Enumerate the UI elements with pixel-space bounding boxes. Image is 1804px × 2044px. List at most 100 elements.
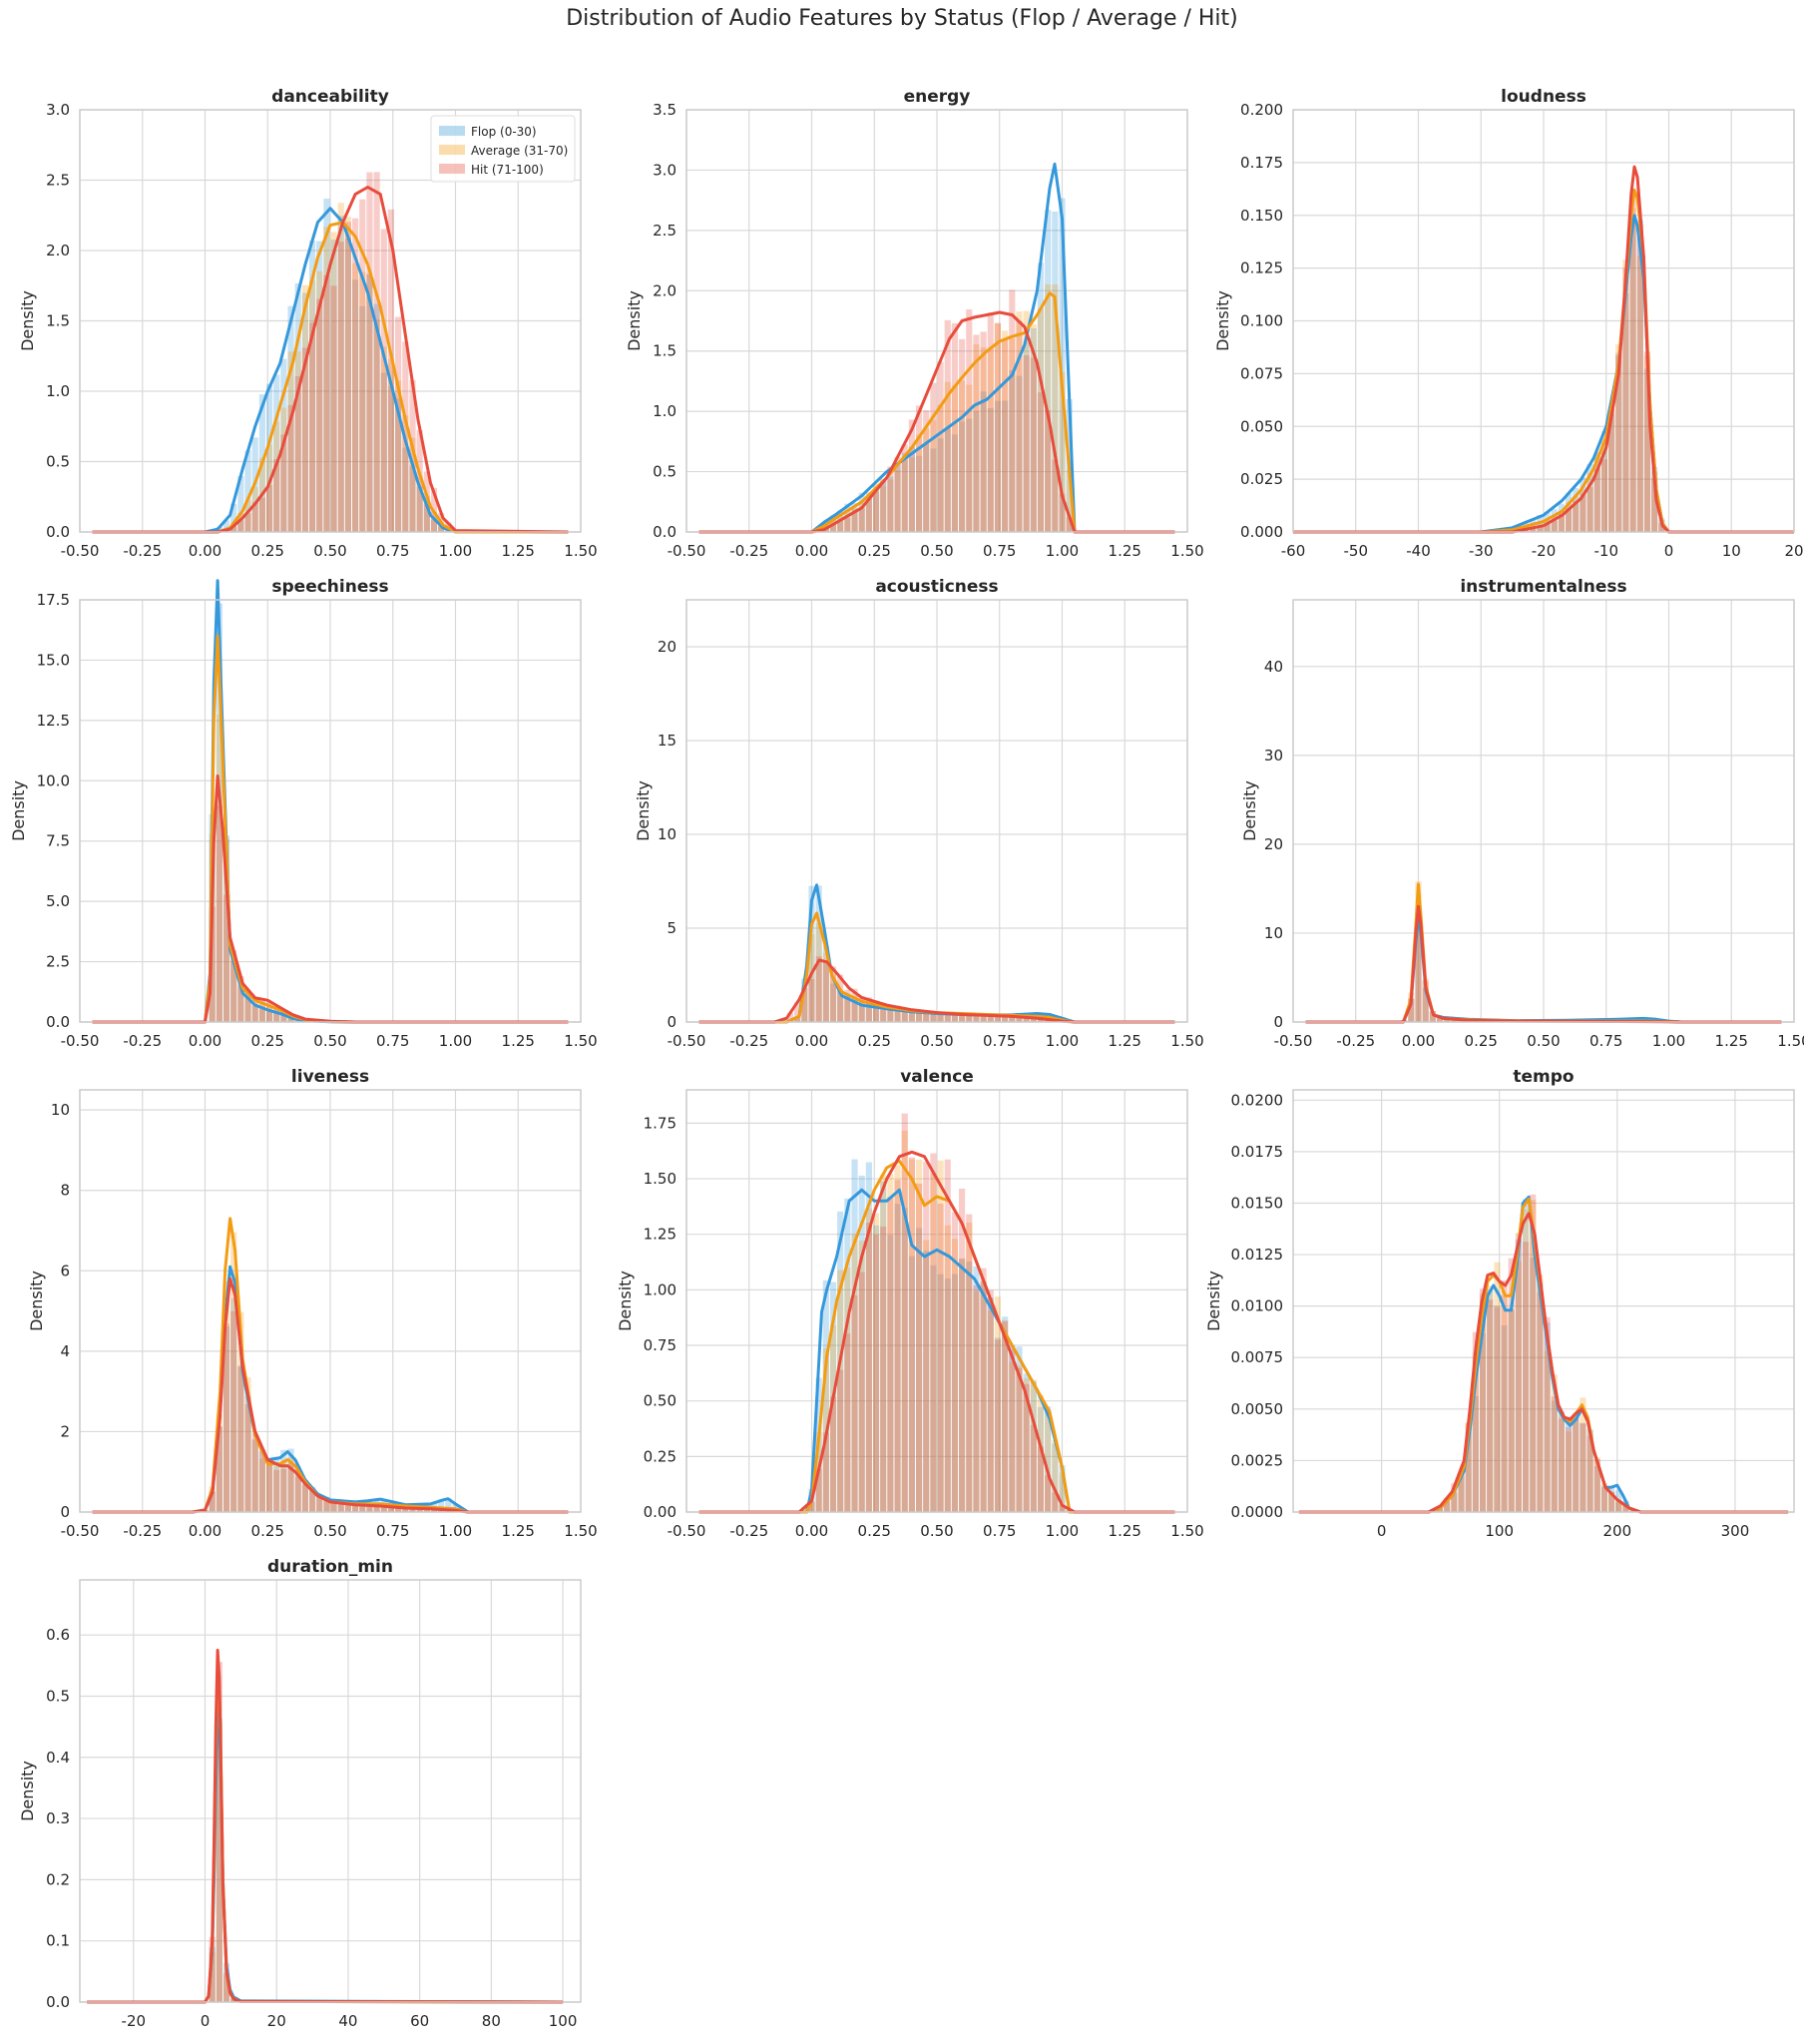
histogram-bar bbox=[1009, 1014, 1016, 1022]
histogram-bar bbox=[908, 1008, 915, 1022]
histogram-bar bbox=[1016, 1367, 1023, 1512]
legend: Flop (0-30) Average (31-70) Hit (71-100) bbox=[430, 115, 576, 183]
histogram-bar bbox=[1479, 1288, 1487, 1512]
histogram-bar bbox=[359, 271, 366, 532]
histogram-bar bbox=[316, 298, 323, 532]
histogram-bar bbox=[1593, 1458, 1600, 1512]
y-tick-label: 0.0 bbox=[653, 523, 676, 541]
histogram-bar bbox=[1586, 472, 1593, 532]
histogram-bar bbox=[1544, 1322, 1551, 1512]
histogram-bar bbox=[980, 1015, 987, 1022]
histogram-bar bbox=[1551, 1374, 1558, 1512]
histogram-bar bbox=[930, 1265, 937, 1512]
histogram-bar bbox=[801, 988, 808, 1022]
legend-swatch bbox=[439, 164, 465, 174]
histogram-bar bbox=[1586, 1429, 1593, 1512]
histogram-bar bbox=[994, 1016, 1002, 1022]
histogram-bar bbox=[216, 1425, 223, 1512]
histogram-bar bbox=[901, 452, 908, 532]
histogram-bar bbox=[373, 303, 380, 532]
histogram-bar bbox=[1444, 1497, 1451, 1512]
histogram-bar bbox=[1009, 1016, 1016, 1022]
histogram-bar bbox=[994, 400, 1002, 532]
histogram-bar bbox=[829, 973, 837, 1022]
histogram-bar bbox=[216, 714, 223, 1022]
y-tick-label: 0.0 bbox=[46, 1993, 70, 2011]
histogram-bar bbox=[1002, 1015, 1009, 1022]
histogram-bar bbox=[872, 1234, 880, 1512]
histogram-bar bbox=[1009, 370, 1016, 532]
subplot-tempo: 0 100 200 300 0.0000 0.0025 0.0050 0.0075 0.0100… bbox=[1204, 1067, 1795, 1540]
kde-line-Hit (71-100) bbox=[87, 1649, 564, 2004]
histogram-bar bbox=[223, 520, 230, 532]
histogram-bar bbox=[1537, 1274, 1544, 1512]
histogram-bar bbox=[1651, 478, 1658, 532]
histogram-bar bbox=[1045, 1406, 1052, 1512]
histogram-bar bbox=[1009, 1014, 1016, 1022]
y-tick-label: 30 bbox=[1264, 747, 1283, 765]
y-tick-label: 7.5 bbox=[46, 832, 70, 850]
histogram-bar bbox=[1002, 1316, 1009, 1512]
x-tick-label: -0.25 bbox=[123, 1522, 162, 1540]
histogram-bar bbox=[1016, 1017, 1023, 1022]
y-axis-label: Density bbox=[9, 780, 28, 841]
histogram-Average (31-70) bbox=[1429, 1200, 1636, 1512]
histogram-bar bbox=[851, 503, 858, 532]
y-tick-label: 4 bbox=[60, 1342, 70, 1360]
y-tick-label: 1.5 bbox=[46, 312, 70, 330]
x-tick-label: 0 bbox=[1377, 1522, 1387, 1540]
subplot-acousticness: -0.50 -0.25 0.00 0.25 0.50 0.75 1.00 1.25 1.50 0 5… bbox=[634, 577, 1204, 1050]
histogram-bar bbox=[808, 885, 815, 1022]
histogram-bar bbox=[1608, 1491, 1615, 1512]
histogram-bar bbox=[994, 323, 1002, 532]
y-axis-label: Density bbox=[18, 290, 37, 351]
x-tick-label: 1.50 bbox=[1170, 1032, 1203, 1050]
histogram-bar bbox=[872, 1213, 880, 1512]
y-tick-label: 15.0 bbox=[37, 651, 70, 669]
histogram-bar bbox=[1030, 357, 1037, 532]
y-tick-label: 1.75 bbox=[644, 1114, 676, 1132]
y-tick-label: 1.25 bbox=[644, 1226, 676, 1244]
histogram-bar bbox=[380, 372, 387, 532]
kde-line-Flop (0-30) bbox=[92, 207, 569, 534]
histogram-bar bbox=[359, 199, 366, 532]
histogram-bar bbox=[244, 997, 251, 1022]
axes-frame bbox=[1292, 109, 1795, 533]
histogram-bar bbox=[1608, 408, 1615, 532]
y-tick-label: 17.5 bbox=[37, 591, 70, 609]
histogram-bar bbox=[994, 1015, 1002, 1022]
histogram-bar bbox=[280, 1468, 287, 1512]
histogram-bar bbox=[1615, 352, 1622, 532]
axes-frame bbox=[79, 109, 582, 533]
x-tick-label: 0.75 bbox=[1589, 1032, 1622, 1050]
histogram-bar bbox=[944, 1225, 951, 1512]
y-tick-label: 0.50 bbox=[644, 1392, 676, 1410]
histogram-bar bbox=[258, 1449, 265, 1512]
histogram-bar bbox=[352, 1503, 359, 1512]
x-tick-label: 100 bbox=[1485, 1522, 1514, 1540]
histogram-bar bbox=[416, 1508, 423, 1512]
histogram-bar bbox=[273, 459, 280, 532]
histogram-bar bbox=[880, 1009, 887, 1022]
histogram-bar bbox=[930, 448, 937, 532]
axes-frame bbox=[79, 1579, 582, 2003]
histogram-bar bbox=[216, 603, 223, 1022]
x-tick-label: 200 bbox=[1603, 1522, 1632, 1540]
histogram-bar bbox=[930, 1011, 937, 1022]
x-tick-label: -0.25 bbox=[123, 542, 162, 560]
histogram-bar bbox=[908, 1010, 915, 1022]
x-tick-label: -0.25 bbox=[729, 1522, 768, 1540]
histogram-bar bbox=[330, 1500, 337, 1512]
x-tick-label: 0.50 bbox=[920, 1032, 953, 1050]
histogram-bar bbox=[258, 1451, 265, 1512]
y-tick-label: 0.175 bbox=[1240, 154, 1283, 172]
histogram-bar bbox=[1537, 1291, 1544, 1512]
subplot-speechiness: -0.50 -0.25 0.00 0.25 0.50 0.75 1.00 1.25 1.50 0.… bbox=[9, 577, 598, 1050]
histogram-bar bbox=[1429, 1011, 1436, 1022]
y-tick-label: 0.0125 bbox=[1231, 1246, 1284, 1264]
histogram-bar bbox=[1508, 1308, 1515, 1512]
x-tick-label: -20 bbox=[122, 2012, 147, 2030]
histogram-bar bbox=[1566, 1416, 1573, 1512]
subplot-title: instrumentalness bbox=[1460, 577, 1626, 597]
histogram-bar bbox=[1579, 1397, 1586, 1512]
